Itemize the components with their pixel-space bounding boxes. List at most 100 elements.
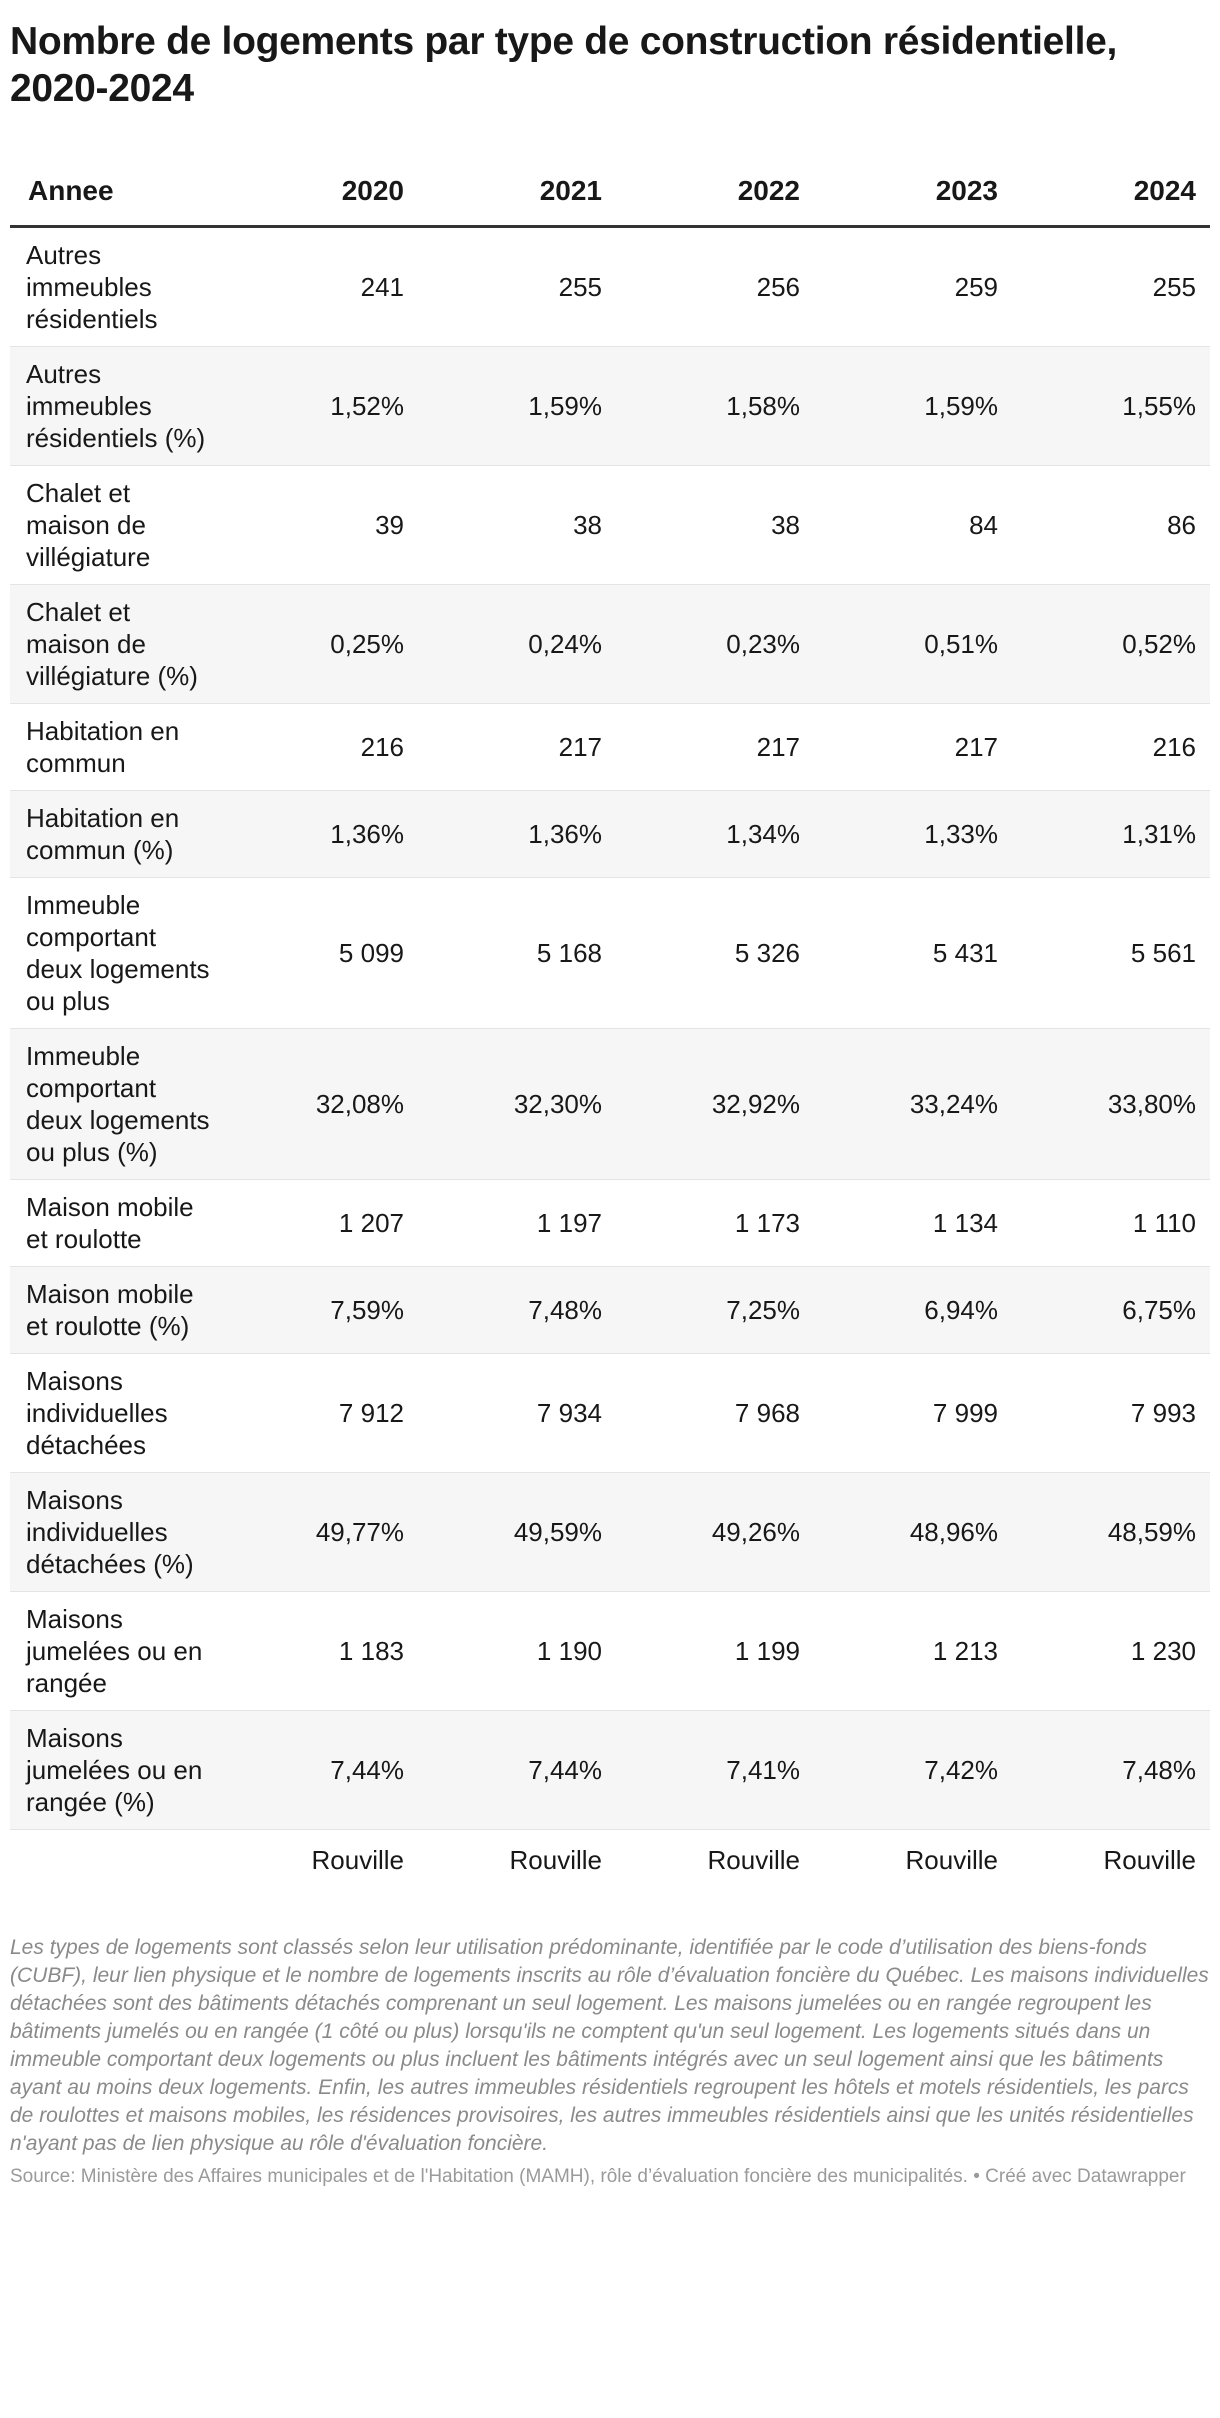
footer-cell: Rouville — [1103, 1845, 1197, 1875]
column-header-2022[interactable]: 2022 — [616, 157, 814, 228]
table-cell: 5 561 — [1012, 877, 1210, 1029]
table-cell: 5 326 — [616, 877, 814, 1029]
table-cell: 0,23% — [616, 584, 814, 704]
table-cell: 216 — [1012, 703, 1210, 791]
row-label: Maisons jumelées ou en rangée (%) — [10, 1710, 220, 1830]
table-cell: 86 — [1012, 465, 1210, 585]
source-text: Source: Ministère des Affaires municipal… — [10, 2166, 1186, 2187]
table-cell: 1 197 — [418, 1179, 616, 1267]
table-body: Autres immeubles résidentiels 241 255 256 25… — [10, 226, 1210, 1830]
table-cell: 1,31% — [1012, 790, 1210, 878]
table-cell: 32,30% — [418, 1028, 616, 1180]
row-label: Habitation en commun (%) — [10, 790, 220, 878]
table-cell: 32,92% — [616, 1028, 814, 1180]
table-row: Maison mobile et roulotte (%) 7,59% 7,48% 7… — [10, 1266, 1210, 1354]
table-widget: Nombre de logements par type de construc… — [10, 20, 1210, 2187]
table-row: Immeuble comportant deux logements ou pl… — [10, 877, 1210, 1029]
row-label: Immeuble comportant deux logements ou pl… — [10, 877, 220, 1029]
table-cell: 1 110 — [1012, 1179, 1210, 1267]
table-cell: 217 — [418, 703, 616, 791]
footer-cell: Rouville — [311, 1845, 405, 1875]
table-cell: 7,48% — [1012, 1710, 1210, 1830]
footer-cell: Rouville — [509, 1845, 603, 1875]
column-header-2020[interactable]: 2020 — [220, 157, 418, 228]
column-header-annee[interactable]: Annee — [10, 157, 220, 228]
footer-row: Rouville Rouville Rouville Rouville Rouv… — [10, 1830, 1210, 1877]
table-cell: 0,52% — [1012, 584, 1210, 704]
table-cell: 6,94% — [814, 1266, 1012, 1354]
table-cell: 33,80% — [1012, 1028, 1210, 1180]
table-row: Maisons jumelées ou en rangée (%) 7,44% 7,… — [10, 1710, 1210, 1830]
table-cell: 7 999 — [814, 1353, 1012, 1473]
table-cell: 7,42% — [814, 1710, 1012, 1830]
table-cell: 84 — [814, 465, 1012, 585]
row-label: Maisons jumelées ou en rangée — [10, 1591, 220, 1711]
row-label: Maisons individuelles détachées — [10, 1353, 220, 1473]
footer-cell: Rouville — [707, 1845, 801, 1875]
table-cell: 0,24% — [418, 584, 616, 704]
table-row: Habitation en commun 216 217 217 217 216 — [10, 703, 1210, 791]
table-cell: 5 168 — [418, 877, 616, 1029]
table-cell: 1,33% — [814, 790, 1012, 878]
table-cell: 7 934 — [418, 1353, 616, 1473]
table-cell: 49,77% — [220, 1472, 418, 1592]
table-cell: 7 968 — [616, 1353, 814, 1473]
table-cell: 7 993 — [1012, 1353, 1210, 1473]
table-cell: 33,24% — [814, 1028, 1012, 1180]
table-cell: 1 173 — [616, 1179, 814, 1267]
table-cell: 1 230 — [1012, 1591, 1210, 1711]
table-cell: 255 — [1012, 226, 1210, 347]
table-cell: 1,34% — [616, 790, 814, 878]
table-cell: 6,75% — [1012, 1266, 1210, 1354]
table-cell: 217 — [814, 703, 1012, 791]
table-cell: 1 134 — [814, 1179, 1012, 1267]
table-cell: 7,44% — [418, 1710, 616, 1830]
row-label: Maisons individuelles détachées (%) — [10, 1472, 220, 1592]
table-cell: 7,25% — [616, 1266, 814, 1354]
column-header-2024[interactable]: 2024 — [1012, 157, 1210, 228]
row-label: Habitation en commun — [10, 703, 220, 791]
table-cell: 7,59% — [220, 1266, 418, 1354]
table-cell: 5 099 — [220, 877, 418, 1029]
table-cell: 48,96% — [814, 1472, 1012, 1592]
footer-label-cell — [10, 1830, 220, 1877]
table-cell: 259 — [814, 226, 1012, 347]
table-cell: 7,44% — [220, 1710, 418, 1830]
row-label: Chalet et maison de villégiature — [10, 465, 220, 585]
table-row: Maisons individuelles détachées 7 912 7 93… — [10, 1353, 1210, 1473]
table-cell: 7 912 — [220, 1353, 418, 1473]
table-row: Chalet et maison de villégiature (%) 0,25… — [10, 584, 1210, 704]
row-label: Immeuble comportant deux logements ou pl… — [10, 1028, 220, 1180]
header-row: Annee 2020 2021 2022 2023 2024 — [10, 157, 1210, 228]
table-row: Maison mobile et roulotte 1 207 1 197 1 173… — [10, 1179, 1210, 1267]
table-cell: 1 183 — [220, 1591, 418, 1711]
table-cell: 1,52% — [220, 346, 418, 466]
table-cell: 0,25% — [220, 584, 418, 704]
table-cell: 1,55% — [1012, 346, 1210, 466]
table-cell: 5 431 — [814, 877, 1012, 1029]
table-row: Maisons individuelles détachées (%) 49,77… — [10, 1472, 1210, 1592]
table-row: Immeuble comportant deux logements ou pl… — [10, 1028, 1210, 1180]
table-row: Habitation en commun (%) 1,36% 1,36% 1,34% 1… — [10, 790, 1210, 878]
table-cell: 1 213 — [814, 1591, 1012, 1711]
column-header-2023[interactable]: 2023 — [814, 157, 1012, 228]
table-cell: 32,08% — [220, 1028, 418, 1180]
row-label: Autres immeubles résidentiels — [10, 226, 220, 347]
data-table: Annee 2020 2021 2022 2023 2024 Autres im… — [10, 157, 1210, 1876]
table-cell: 7,48% — [418, 1266, 616, 1354]
table-cell: 0,51% — [814, 584, 1012, 704]
page-title: Nombre de logements par type de construc… — [10, 20, 1118, 110]
table-cell: 1,58% — [616, 346, 814, 466]
table-cell: 38 — [616, 465, 814, 585]
table-cell: 48,59% — [1012, 1472, 1210, 1592]
table-cell: 216 — [220, 703, 418, 791]
table-cell: 1 190 — [418, 1591, 616, 1711]
table-cell: 241 — [220, 226, 418, 347]
column-header-2021[interactable]: 2021 — [418, 157, 616, 228]
row-label: Autres immeubles résidentiels (%) — [10, 346, 220, 466]
row-label: Maison mobile et roulotte — [10, 1179, 220, 1267]
table-cell: 1,36% — [418, 790, 616, 878]
table-cell: 1 199 — [616, 1591, 814, 1711]
table-row: Autres immeubles résidentiels (%) 1,52% 1,… — [10, 346, 1210, 466]
table-cell: 49,26% — [616, 1472, 814, 1592]
